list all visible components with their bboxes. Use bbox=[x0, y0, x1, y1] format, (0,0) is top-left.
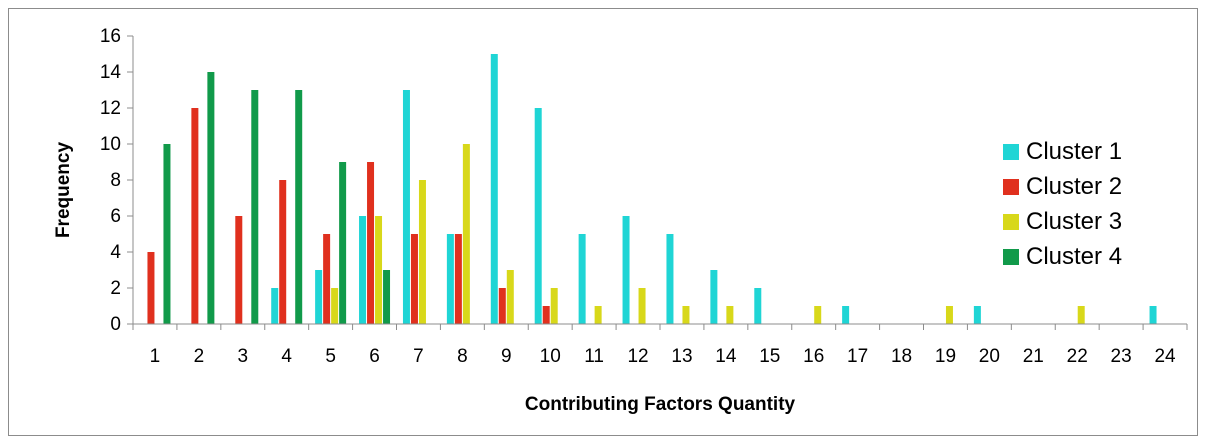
bar bbox=[973, 306, 981, 324]
bar bbox=[682, 306, 690, 324]
chart-frame bbox=[8, 8, 1198, 436]
x-tick-label: 17 bbox=[847, 346, 868, 367]
legend-swatch bbox=[1003, 214, 1019, 230]
bar bbox=[279, 180, 287, 324]
bar bbox=[710, 270, 718, 324]
bar bbox=[383, 270, 391, 324]
bar bbox=[814, 306, 822, 324]
bar bbox=[410, 234, 418, 324]
x-tick-label: 16 bbox=[803, 346, 824, 367]
y-tick-label: 0 bbox=[110, 314, 121, 335]
x-tick-label: 10 bbox=[540, 346, 561, 367]
legend-swatch bbox=[1003, 249, 1019, 265]
bar bbox=[534, 108, 542, 324]
bar bbox=[454, 234, 462, 324]
x-tick-label: 21 bbox=[1023, 346, 1044, 367]
y-tick-label: 16 bbox=[100, 26, 121, 47]
bar bbox=[331, 288, 339, 324]
bar bbox=[506, 270, 514, 324]
bar bbox=[498, 288, 506, 324]
y-tick-label: 2 bbox=[110, 278, 121, 299]
bar bbox=[578, 234, 586, 324]
x-tick-label: 8 bbox=[457, 346, 468, 367]
bar bbox=[359, 216, 367, 324]
bar bbox=[594, 306, 602, 324]
bar bbox=[375, 216, 383, 324]
bar bbox=[1077, 306, 1085, 324]
bar bbox=[446, 234, 454, 324]
legend-label: Cluster 2 bbox=[1026, 173, 1122, 200]
bar bbox=[235, 216, 243, 324]
x-tick-label: 18 bbox=[891, 346, 912, 367]
x-tick-label: 4 bbox=[281, 346, 292, 367]
y-tick-label: 12 bbox=[100, 98, 121, 119]
x-tick-label: 19 bbox=[935, 346, 956, 367]
bar bbox=[339, 162, 347, 324]
bar bbox=[726, 306, 734, 324]
bar bbox=[490, 54, 498, 324]
y-axis: 0 2 4 6 8 10 12 14 16 bbox=[100, 26, 134, 335]
bar bbox=[945, 306, 953, 324]
x-tick-label: 14 bbox=[715, 346, 737, 367]
x-tick-label: 12 bbox=[627, 346, 648, 367]
legend-label: Cluster 3 bbox=[1026, 208, 1122, 235]
y-tick-label: 6 bbox=[110, 206, 121, 227]
bar bbox=[315, 270, 323, 324]
x-tick-label: 13 bbox=[671, 346, 692, 367]
bar bbox=[323, 234, 331, 324]
bar bbox=[462, 144, 470, 324]
x-tick-label: 20 bbox=[979, 346, 1000, 367]
x-tick-label: 2 bbox=[194, 346, 205, 367]
x-tick-label: 22 bbox=[1067, 346, 1088, 367]
bar bbox=[367, 162, 375, 324]
y-tick-label: 10 bbox=[100, 134, 121, 155]
y-tick-label: 8 bbox=[110, 170, 121, 191]
x-tick-label: 1 bbox=[150, 346, 161, 367]
bar bbox=[638, 288, 646, 324]
bar bbox=[622, 216, 630, 324]
x-tick-label: 24 bbox=[1154, 346, 1176, 367]
bar bbox=[163, 144, 171, 324]
x-tick-label: 11 bbox=[584, 346, 604, 367]
bar bbox=[207, 72, 215, 324]
x-tick-label: 3 bbox=[238, 346, 249, 367]
y-axis-title: Frequency bbox=[53, 142, 74, 239]
legend-label: Cluster 4 bbox=[1026, 243, 1122, 270]
legend: Cluster 1 Cluster 2 Cluster 3 Cluster 4 bbox=[1003, 138, 1122, 270]
bar bbox=[251, 90, 259, 324]
bar bbox=[147, 252, 155, 324]
bar bbox=[754, 288, 762, 324]
bar bbox=[295, 90, 303, 324]
bar bbox=[191, 108, 199, 324]
legend-swatch bbox=[1003, 144, 1019, 160]
x-tick-label: 5 bbox=[325, 346, 336, 367]
x-tick-label: 23 bbox=[1111, 346, 1132, 367]
bar bbox=[842, 306, 850, 324]
y-tick-label: 14 bbox=[100, 62, 122, 83]
bars-group bbox=[147, 54, 1157, 324]
bar bbox=[550, 288, 558, 324]
x-axis: 1 2 3 4 5 6 7 8 9 10 11 12 13 14 15 16 17 18 19 20 21 22 23 24 bbox=[132, 323, 1188, 367]
legend-swatch bbox=[1003, 179, 1019, 195]
x-tick-label: 6 bbox=[369, 346, 380, 367]
bar bbox=[542, 306, 550, 324]
x-tick-label: 15 bbox=[759, 346, 780, 367]
bar bbox=[418, 180, 426, 324]
x-tick-label: 7 bbox=[413, 346, 424, 367]
x-axis-title: Contributing Factors Quantity bbox=[525, 394, 796, 415]
bar bbox=[402, 90, 410, 324]
x-tick-label: 9 bbox=[501, 346, 512, 367]
legend-label: Cluster 1 bbox=[1026, 138, 1122, 165]
bar bbox=[1149, 306, 1157, 324]
bar bbox=[666, 234, 674, 324]
y-tick-label: 4 bbox=[110, 242, 121, 263]
bar bbox=[271, 288, 279, 324]
